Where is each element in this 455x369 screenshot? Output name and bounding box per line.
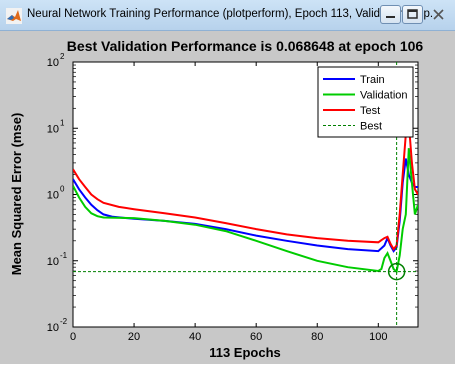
legend[interactable]: Train Validation Test Best	[317, 66, 414, 138]
x-tick-label: 40	[189, 331, 201, 343]
performance-chart: Best Validation Performance is 0.068648 …	[9, 38, 424, 360]
series-line-train	[73, 158, 418, 253]
chart-title: Best Validation Performance is 0.068648 …	[67, 38, 424, 54]
matlab-logo-icon	[6, 8, 22, 24]
legend-label-best: Best	[360, 121, 382, 133]
series-line-test	[73, 122, 418, 251]
legend-label-validation: Validation	[360, 90, 408, 102]
x-axis-label: 113 Epochs	[209, 345, 281, 360]
y-tick-exponent: 1	[60, 118, 65, 127]
x-tick-label: 80	[311, 331, 323, 343]
y-tick-label: 10	[47, 322, 59, 334]
y-tick-label: 10	[47, 123, 59, 135]
best-point-circle	[387, 262, 406, 281]
series-line-validation	[73, 148, 418, 274]
y-tick-exponent: 2	[60, 52, 65, 61]
x-tick-label: 20	[128, 331, 140, 343]
y-axis-label: Mean Squared Error (mse)	[9, 113, 24, 276]
y-tick-exponent: -1	[60, 251, 68, 260]
legend-label-test: Test	[360, 105, 380, 117]
title-bar[interactable]: Neural Network Training Performance (plo…	[0, 0, 455, 31]
window-title: Neural Network Training Performance (plo…	[27, 8, 434, 20]
y-tick-exponent: -2	[60, 317, 68, 326]
y-tick-label: 10	[47, 256, 59, 268]
y-tick-label: 10	[47, 190, 59, 202]
x-tick-label: 0	[70, 331, 76, 343]
close-button[interactable]	[425, 5, 452, 24]
figure-area: Best Validation Performance is 0.068648 …	[0, 31, 455, 364]
best-markers	[73, 62, 418, 327]
maximize-icon	[407, 9, 418, 19]
close-icon	[433, 9, 444, 20]
y-tick-label: 10	[47, 57, 59, 69]
x-tick-label: 60	[250, 331, 262, 343]
minimize-button[interactable]	[380, 5, 401, 24]
legend-label-train: Train	[360, 74, 385, 86]
x-tick-label: 100	[369, 331, 387, 343]
y-tick-exponent: 0	[60, 185, 65, 194]
minimize-icon	[386, 16, 395, 18]
maximize-button[interactable]	[402, 5, 423, 24]
series-lines	[73, 122, 418, 274]
